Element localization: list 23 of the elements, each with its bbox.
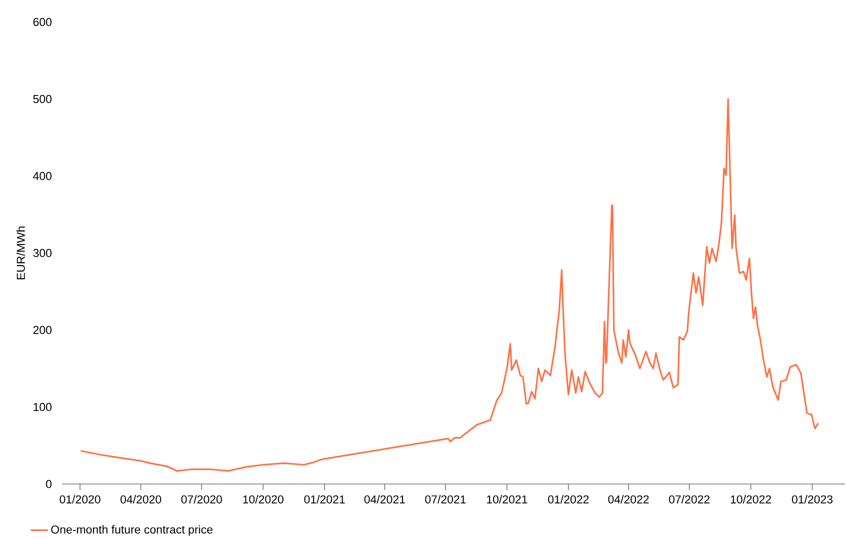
- x-tick-label: 10/2021: [487, 494, 528, 504]
- x-tick-label: 07/2022: [669, 494, 710, 504]
- x-tick-label: 04/2020: [120, 494, 162, 504]
- x-tick-label: 01/2023: [792, 494, 833, 504]
- y-tick-label: 400: [33, 172, 52, 180]
- y-tick-label: 0: [46, 480, 52, 488]
- x-tick-label: 10/2022: [730, 494, 771, 504]
- x-tick-label: 10/2020: [243, 494, 284, 504]
- legend-label: One-month future contract price: [51, 525, 212, 536]
- y-tick-label: 300: [33, 248, 52, 257]
- line-series: [80, 98, 820, 472]
- x-tick-label: 01/2021: [304, 494, 345, 504]
- y-axis-title: EUR/MWh: [16, 226, 25, 280]
- y-tick-label: 100: [34, 402, 52, 411]
- x-tick-label: 07/2020: [181, 494, 222, 504]
- y-tick-label: 200: [33, 326, 52, 334]
- x-tick-label: 01/2020: [60, 494, 100, 504]
- y-tick-label: 600: [33, 18, 52, 26]
- x-tick-label: 07/2021: [425, 494, 466, 504]
- x-tick-label: 01/2022: [548, 494, 589, 504]
- x-tick-label: 04/2022: [608, 494, 649, 504]
- y-tick-label: 500: [33, 94, 52, 103]
- x-tick-label: 04/2021: [364, 494, 405, 504]
